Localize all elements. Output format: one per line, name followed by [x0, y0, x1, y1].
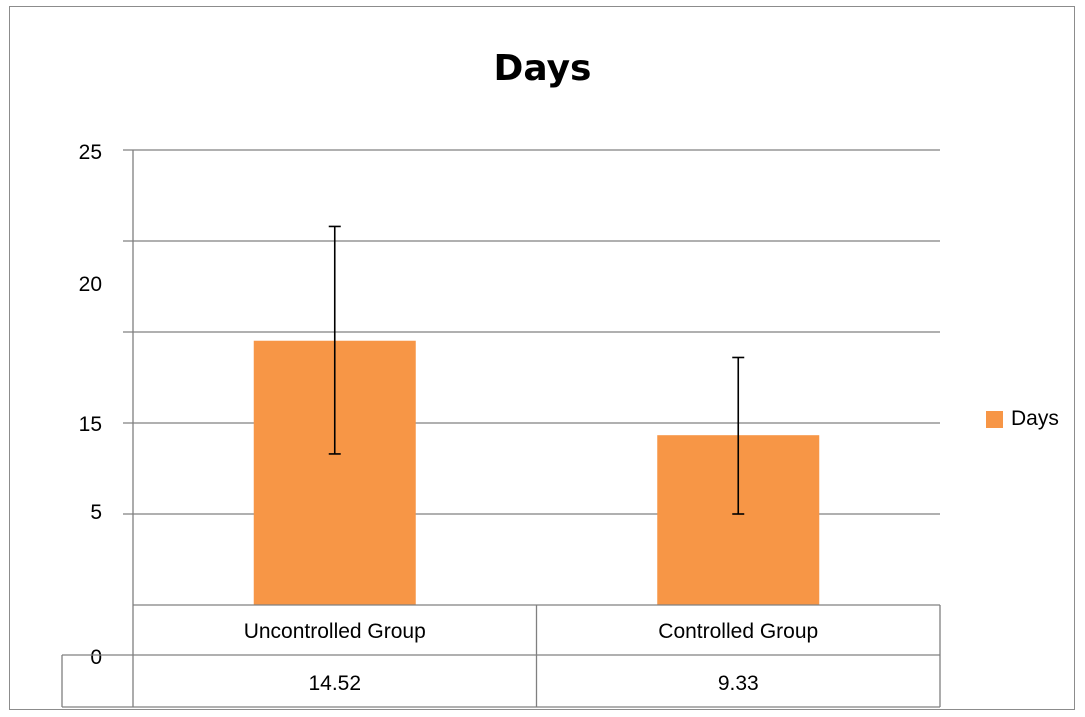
legend-swatch: [986, 410, 1003, 428]
y-tick-label: 0: [90, 646, 102, 669]
category-label: Controlled Group: [658, 620, 818, 643]
table-value: 14.52: [308, 672, 361, 695]
legend-label: Days: [1011, 407, 1059, 430]
table-value: 9.33: [718, 672, 759, 695]
y-tick-label: 5: [90, 501, 102, 524]
category-label: Uncontrolled Group: [244, 620, 426, 643]
y-tick-label: 15: [79, 413, 102, 436]
y-tick-label: 25: [79, 141, 102, 164]
chart-frame: [9, 6, 1075, 710]
legend: Days: [986, 407, 1059, 431]
chart-title: Days: [493, 48, 592, 89]
y-tick-label: 20: [79, 273, 102, 296]
